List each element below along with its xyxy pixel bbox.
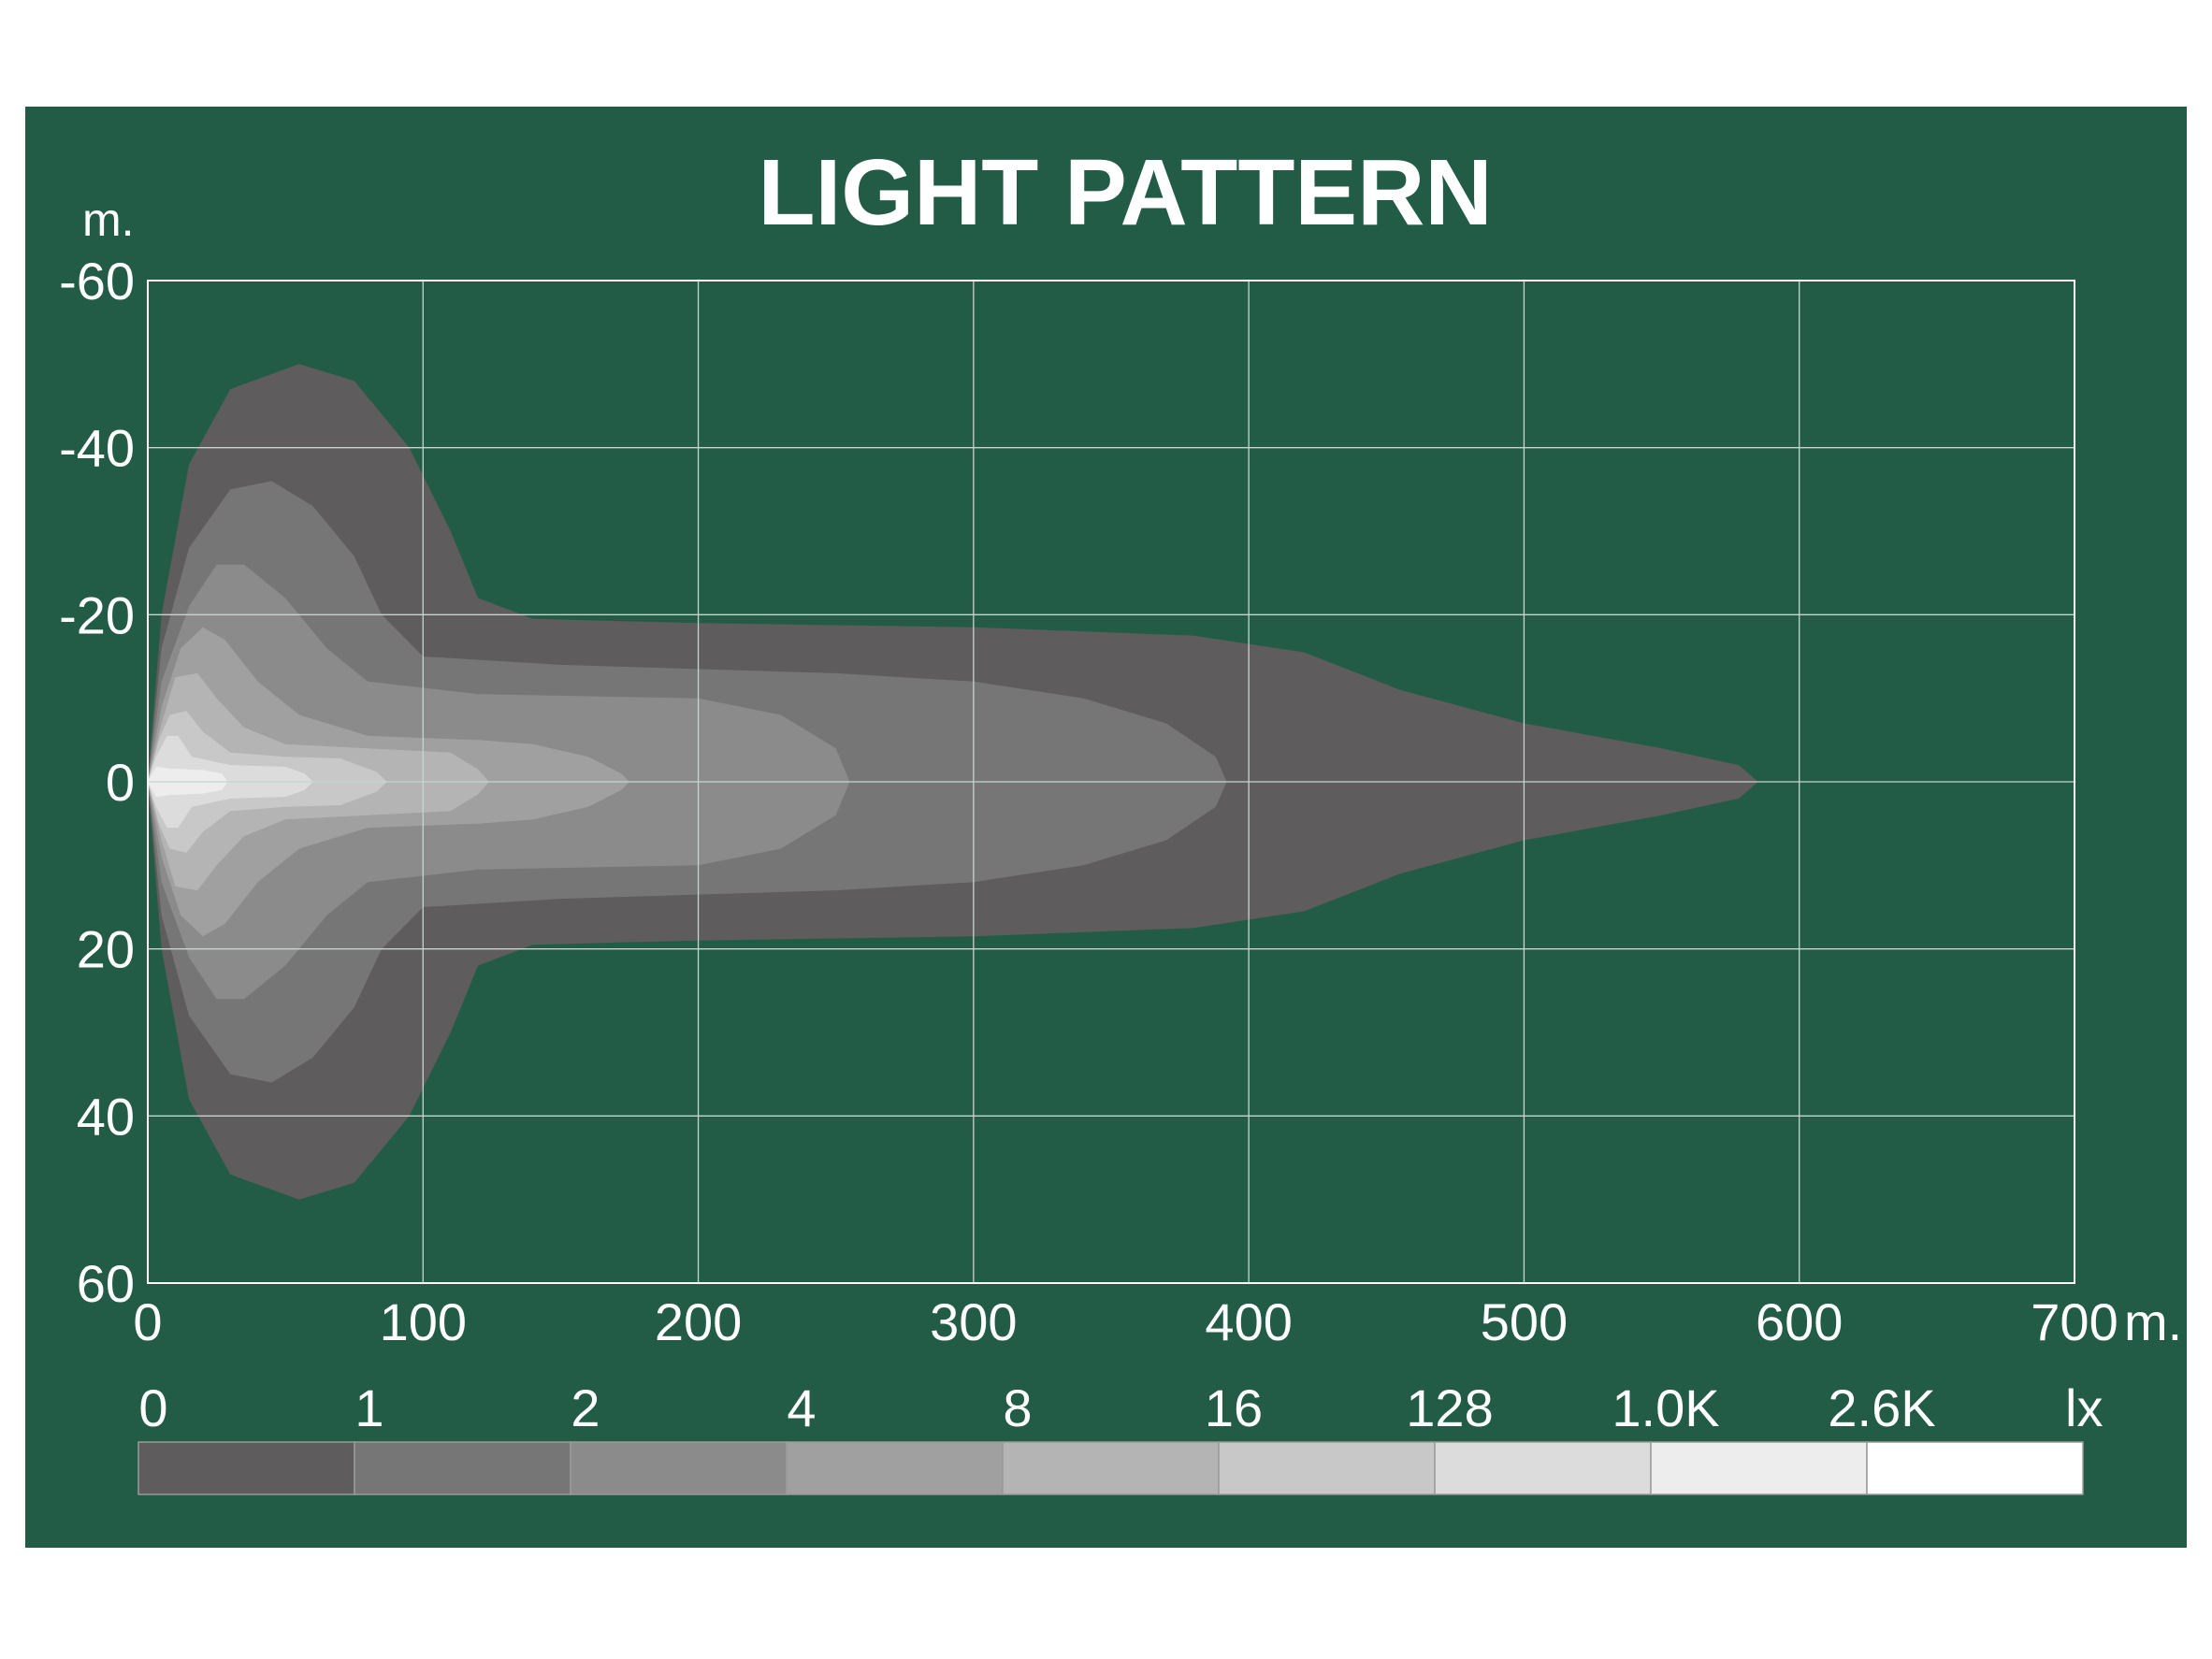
legend-label: 8 (1003, 1378, 1032, 1437)
legend-label: 16 (1205, 1378, 1263, 1437)
chart-title: LIGHT PATTERN (758, 140, 1492, 245)
x-tick-label: 500 (1481, 1292, 1568, 1351)
y-tick-label: 0 (106, 753, 135, 812)
x-tick-label: 200 (655, 1292, 742, 1351)
x-unit-label: m. (2124, 1292, 2182, 1351)
x-tick-label: 400 (1205, 1292, 1292, 1351)
legend-swatch (1434, 1441, 1652, 1495)
legend-swatch (354, 1441, 571, 1495)
y-tick-label: 40 (77, 1087, 135, 1146)
legend-swatch (137, 1441, 355, 1495)
plot-border (147, 280, 2075, 1284)
legend-label: 2.6K (1828, 1378, 1935, 1437)
legend-swatch (570, 1441, 788, 1495)
y-tick-label: -40 (59, 419, 135, 478)
legend: 0 1 2 4 8 16 128 1.0K 2.6K (137, 1378, 2084, 1495)
legend-swatch (1650, 1441, 1868, 1495)
legend-label: 0 (138, 1378, 167, 1437)
legend-swatch (1218, 1441, 1436, 1495)
x-tick-label: 600 (1756, 1292, 1843, 1351)
legend-unit-label: lx (2065, 1378, 2103, 1437)
legend-swatch (786, 1441, 1004, 1495)
legend-label: 4 (787, 1378, 816, 1437)
x-tick-label: 100 (380, 1292, 467, 1351)
x-tick-label: 300 (930, 1292, 1017, 1351)
legend-swatch (1866, 1441, 2084, 1495)
plot-area: 0 100 200 300 400 500 600 700 -60 -40 -20 0 20 40 60 (59, 252, 2118, 1351)
y-unit-label: m. (82, 194, 135, 246)
legend-label: 128 (1406, 1378, 1493, 1437)
y-tick-label: -60 (59, 252, 135, 310)
y-tick-label: 60 (77, 1254, 135, 1313)
y-tick-label: 20 (77, 920, 135, 979)
y-tick-label: -20 (59, 585, 135, 644)
x-tick-label: 700 (2031, 1292, 2118, 1351)
legend-label: 1 (354, 1378, 383, 1437)
x-tick-label: 0 (133, 1292, 162, 1351)
legend-swatch (1002, 1441, 1220, 1495)
legend-label: 2 (571, 1378, 600, 1437)
legend-label: 1.0K (1612, 1378, 1719, 1437)
